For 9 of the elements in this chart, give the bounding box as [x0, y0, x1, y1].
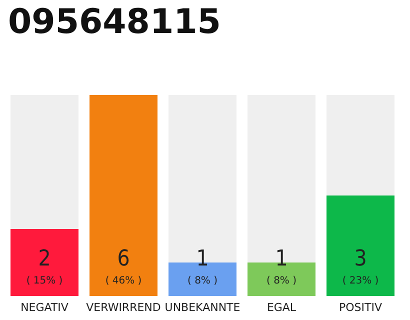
x-tick-label: NEGATIV: [20, 301, 69, 314]
x-tick-label: POSITIV: [338, 301, 382, 314]
x-tick-label: VERWIRREND: [86, 301, 161, 314]
data-label: 6 ( 46% ): [105, 246, 142, 286]
x-tick-label: EGAL: [266, 301, 297, 314]
x-tick-label: UNBEKANNTE: [164, 301, 240, 314]
data-label: 2 ( 15% ): [26, 246, 63, 286]
chart-title: 095648115: [8, 2, 221, 42]
data-label: 3 ( 23% ): [342, 246, 379, 286]
